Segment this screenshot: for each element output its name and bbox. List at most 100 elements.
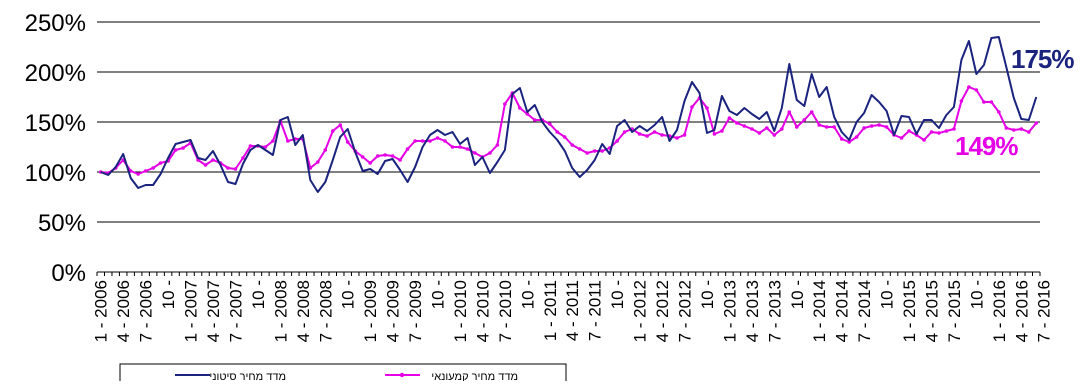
series-point bbox=[899, 136, 904, 140]
series-point bbox=[518, 106, 522, 110]
series-point bbox=[675, 136, 679, 140]
series-point bbox=[869, 124, 874, 128]
series-point bbox=[997, 110, 1001, 114]
x-tick-label: 4 - 2007 bbox=[204, 280, 223, 342]
x-tick-label: 7 - 2008 bbox=[316, 280, 335, 342]
x-tick-label: 1 - 2014 bbox=[810, 280, 829, 342]
series-point bbox=[720, 129, 724, 133]
series-point bbox=[420, 139, 425, 143]
series-point bbox=[577, 147, 582, 151]
series-point bbox=[592, 149, 597, 153]
series-point bbox=[330, 129, 335, 133]
x-tick-label: 1 - 2013 bbox=[720, 280, 739, 342]
series-point bbox=[151, 166, 155, 170]
legend-label: מדד מחיר סיטוני bbox=[209, 371, 286, 381]
x-tick-label: 1 - 2006 bbox=[92, 280, 111, 342]
x-tick-label: 7 - 2010 bbox=[496, 280, 515, 342]
legend-swatch bbox=[399, 372, 405, 378]
series-point bbox=[794, 125, 799, 129]
x-tick-label: 1 - 2011 bbox=[541, 280, 560, 341]
series-point bbox=[158, 161, 163, 165]
series-point bbox=[802, 118, 807, 122]
series-point bbox=[458, 145, 462, 149]
series-point bbox=[959, 99, 964, 103]
series-point bbox=[375, 154, 380, 158]
series-point bbox=[809, 110, 814, 114]
x-tick-label: 4 - 2011 bbox=[563, 280, 582, 341]
x-tick-label: 7 - 2016 bbox=[1035, 280, 1054, 342]
y-tick-label: 250% bbox=[25, 10, 86, 37]
series-point bbox=[473, 151, 477, 155]
series-point bbox=[922, 138, 926, 142]
series-point bbox=[705, 106, 709, 110]
series-point bbox=[562, 135, 567, 139]
series-point bbox=[839, 137, 844, 141]
series-point bbox=[824, 125, 829, 129]
series-point bbox=[779, 127, 784, 131]
series-point bbox=[787, 110, 792, 114]
x-tick-label: 1 - 2008 bbox=[271, 280, 290, 342]
series-point bbox=[465, 147, 470, 151]
x-tick-label: 7 - 2006 bbox=[137, 280, 156, 342]
series-point bbox=[832, 125, 836, 129]
series-point bbox=[877, 123, 881, 127]
series-point bbox=[750, 127, 754, 131]
x-tick-label: 7 - 2007 bbox=[226, 280, 245, 342]
y-tick-label: 150% bbox=[25, 110, 86, 137]
x-tick-label: 10 - bbox=[429, 280, 448, 309]
y-tick-label: 50% bbox=[38, 210, 86, 237]
x-tick-label: 10 - bbox=[339, 280, 358, 309]
x-tick-label: 10 - bbox=[159, 280, 178, 309]
series-point bbox=[937, 131, 941, 135]
series-point bbox=[622, 130, 627, 134]
x-tick-label: 1 - 2009 bbox=[361, 280, 380, 342]
x-tick-label: 7 - 2012 bbox=[676, 280, 695, 342]
series-point bbox=[862, 126, 866, 130]
series-point bbox=[690, 105, 694, 109]
end-value-label: 149% bbox=[955, 131, 1018, 161]
series-point bbox=[443, 139, 447, 143]
series-point bbox=[907, 129, 911, 133]
x-tick-label: 4 - 2008 bbox=[294, 280, 313, 342]
series-point bbox=[989, 100, 994, 104]
series-point bbox=[315, 160, 320, 164]
x-tick-label: 1 - 2007 bbox=[182, 280, 201, 342]
series-point bbox=[413, 139, 417, 143]
x-tick-label: 4 - 2010 bbox=[473, 280, 492, 342]
x-tick-label: 7 - 2013 bbox=[765, 280, 784, 342]
x-tick-label: 10 - bbox=[967, 280, 986, 309]
series-point bbox=[503, 102, 507, 106]
series-point bbox=[884, 125, 889, 129]
y-tick-label: 200% bbox=[25, 60, 86, 87]
series-point bbox=[660, 133, 664, 137]
y-tick-label: 100% bbox=[25, 160, 86, 187]
series-point bbox=[248, 144, 253, 148]
series-point bbox=[652, 130, 657, 134]
end-value-label: 175% bbox=[1011, 44, 1074, 74]
series-point bbox=[136, 172, 140, 176]
series-point bbox=[712, 132, 717, 136]
series-point bbox=[944, 129, 949, 133]
series-point bbox=[241, 156, 245, 160]
series-point bbox=[173, 148, 178, 152]
series-point bbox=[847, 140, 851, 144]
x-tick-label: 4 - 2009 bbox=[384, 280, 403, 342]
x-tick-label: 7 - 2011 bbox=[586, 280, 605, 341]
series-point bbox=[181, 146, 185, 150]
x-tick-label: 10 - bbox=[878, 280, 897, 309]
series-point bbox=[345, 140, 350, 144]
series-point bbox=[1012, 128, 1016, 132]
series-point bbox=[338, 123, 343, 127]
series-point bbox=[1034, 121, 1039, 125]
x-tick-label: 7 - 2015 bbox=[945, 280, 964, 342]
series-point bbox=[398, 158, 402, 162]
x-tick-label: 4 - 2012 bbox=[653, 280, 672, 342]
x-tick-label: 1 - 2016 bbox=[990, 280, 1009, 342]
series-point bbox=[525, 112, 530, 116]
x-tick-label: 1 - 2015 bbox=[900, 280, 919, 342]
series-point bbox=[772, 133, 777, 137]
x-tick-label: 7 - 2009 bbox=[406, 280, 425, 342]
series-point bbox=[226, 166, 230, 170]
